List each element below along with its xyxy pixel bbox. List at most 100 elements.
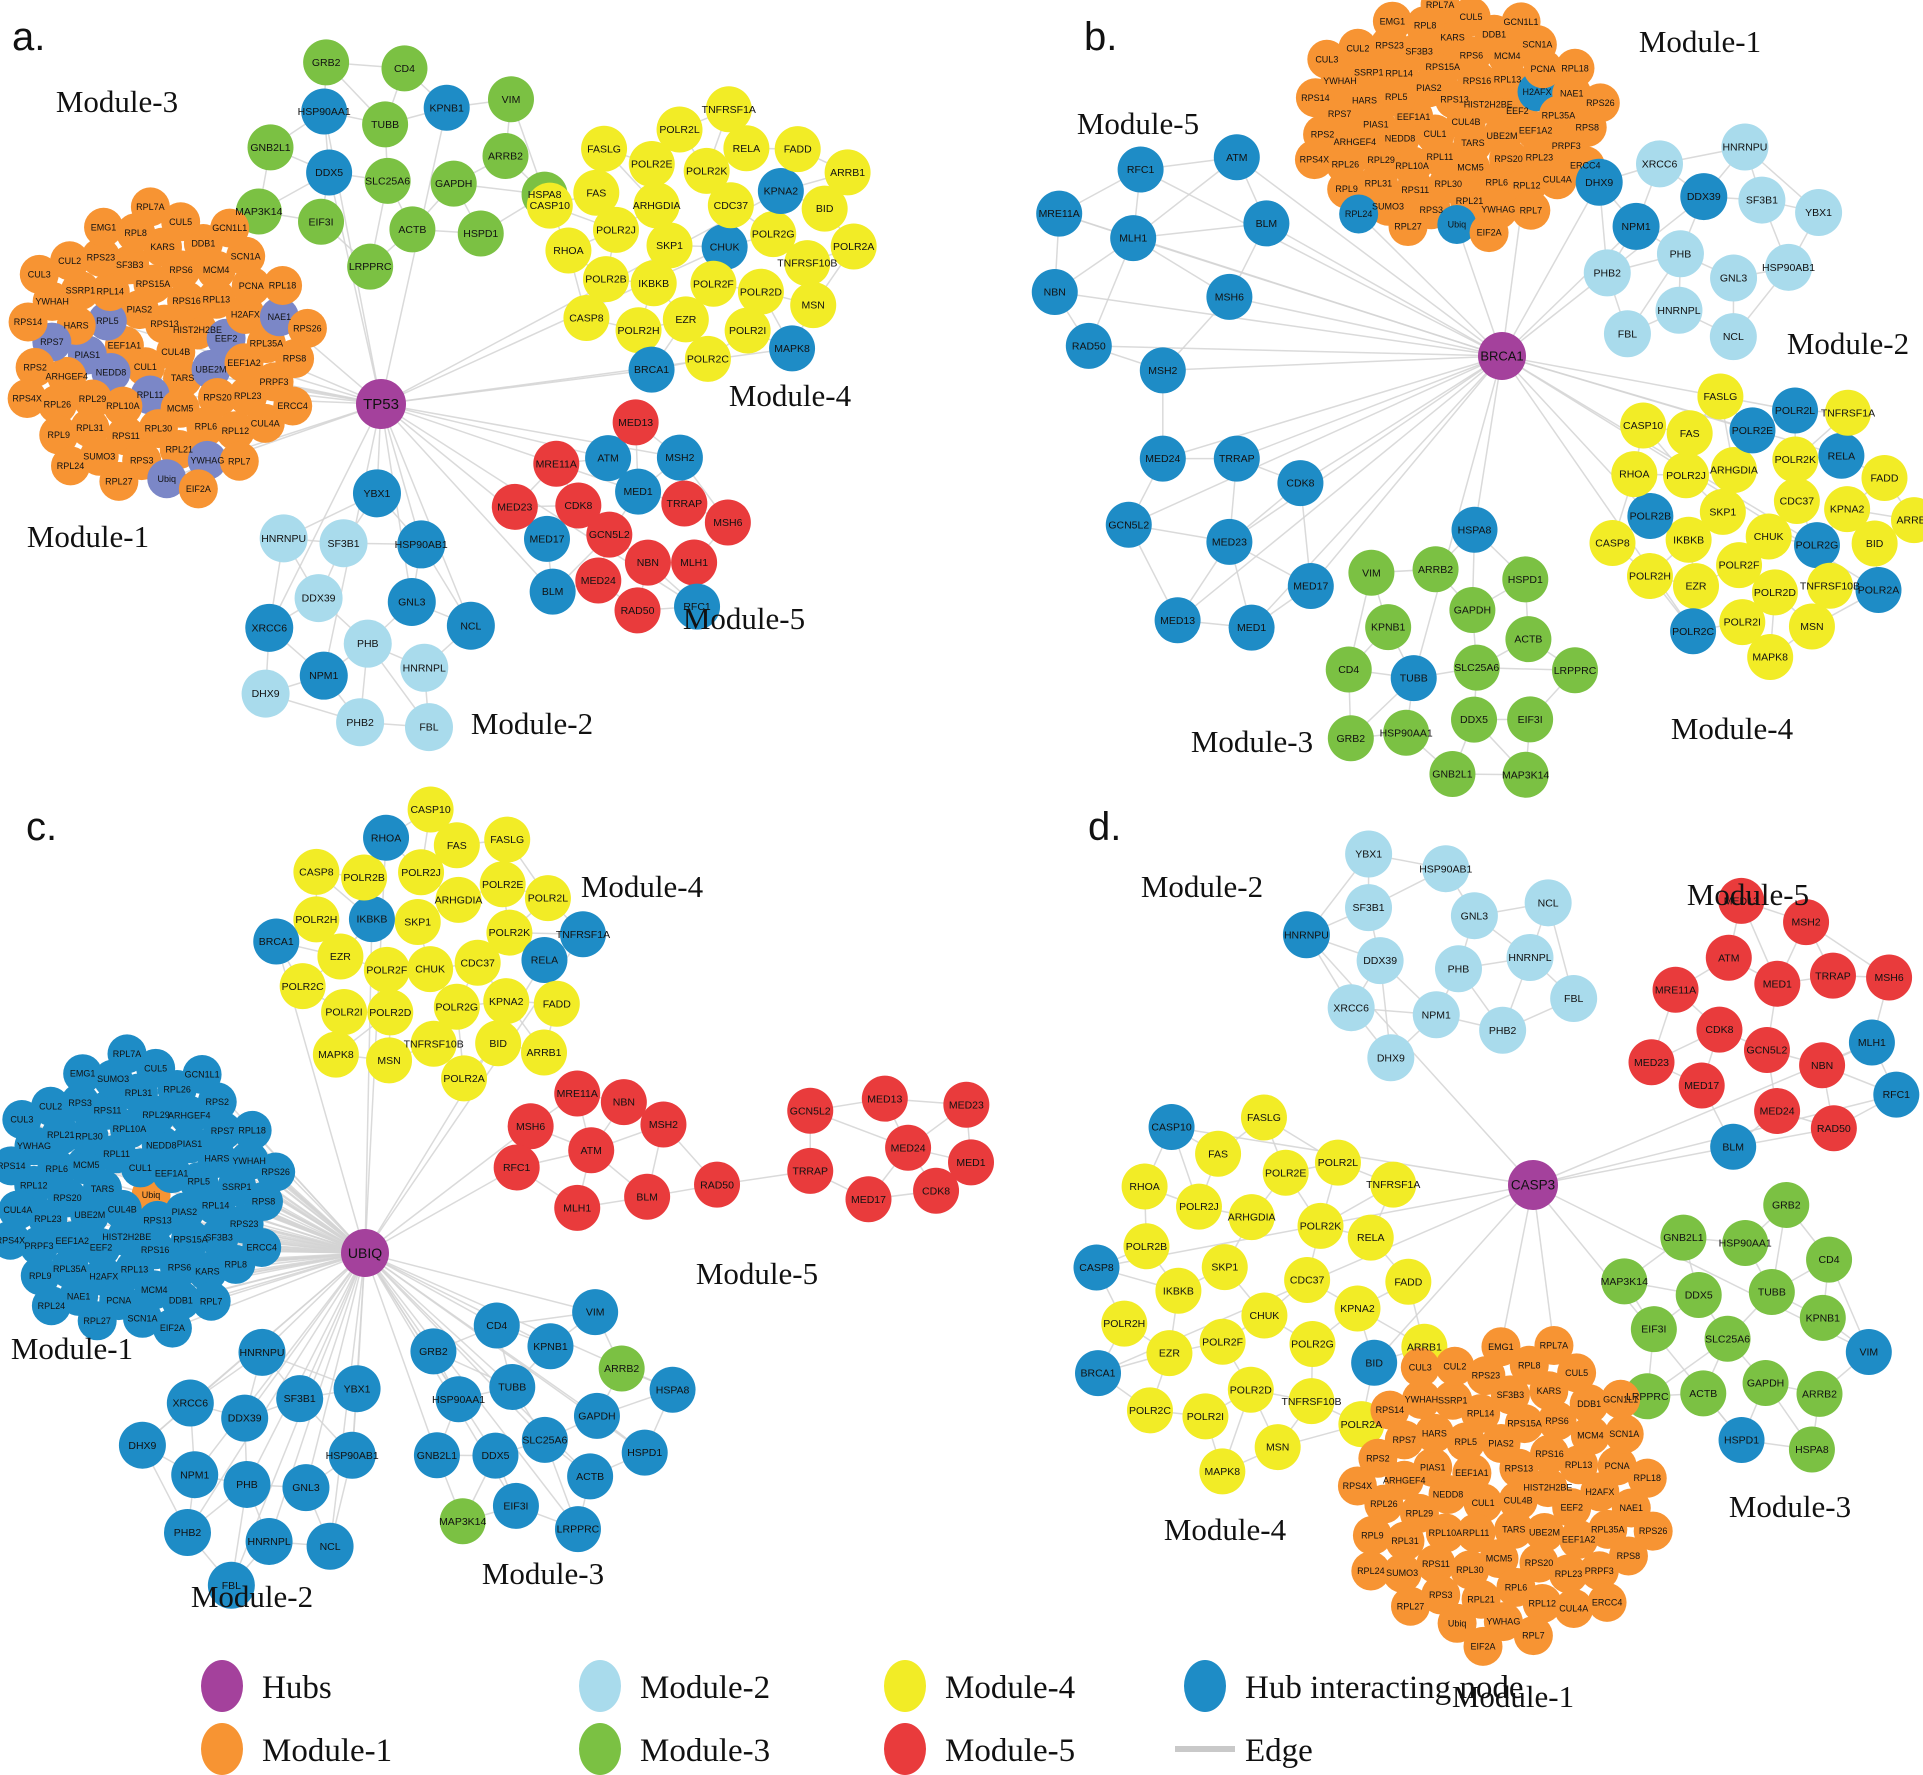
module-label-Module-2: Module-2 (1787, 326, 1909, 361)
gene-node-GCN1L1 (1601, 1379, 1641, 1419)
gene-node-LRPPRC (347, 243, 394, 290)
gene-node-ATM (1705, 934, 1752, 981)
gene-node-MSN (1788, 603, 1835, 650)
gene-node-HSPA8 (1451, 506, 1498, 553)
gene-node-FBL (404, 703, 453, 752)
module-label-Module-3: Module-3 (482, 1556, 604, 1591)
module-label-Module-2: Module-2 (471, 706, 593, 741)
gene-node-RPL12 (215, 411, 255, 451)
gene-node-SLC25A6 (1704, 1315, 1751, 1362)
gene-node-FAS (1195, 1130, 1242, 1177)
gene-node-RPL27 (1388, 207, 1428, 247)
gene-node-CUL3 (1400, 1347, 1440, 1387)
gene-node-MLH1 (671, 539, 718, 586)
gene-node-CDK8 (1277, 460, 1324, 507)
gene-node-CASP8 (563, 294, 610, 341)
gene-node-HSP90AB1 (1765, 243, 1813, 291)
gene-node-RPS26 (1580, 83, 1620, 123)
gene-node-MSN (1254, 1424, 1301, 1471)
gene-node-XRCC6 (166, 1379, 214, 1427)
gene-node-MSH6 (1206, 273, 1253, 320)
gene-node-ACTB (389, 206, 436, 253)
gene-node-RPL26 (37, 384, 77, 424)
gene-node-ACTB (1680, 1370, 1727, 1417)
gene-node-MAP3K14 (439, 1498, 486, 1545)
gene-node-MCM5 (66, 1145, 106, 1185)
gene-node-RPL31 (1385, 1521, 1425, 1561)
gene-node-DDX5 (1451, 696, 1498, 743)
gene-node-PHB (223, 1460, 271, 1508)
gene-node-CUL3 (2, 1099, 42, 1139)
panel-d: d.PHBDDX39GNL3NPM1SF3B1HNRNPLXRCC6HSP90A… (1073, 805, 1920, 1714)
gene-node-BID (801, 185, 848, 232)
gene-node-ERCC4 (1587, 1582, 1627, 1622)
gene-node-CDK8 (1696, 1006, 1743, 1053)
gene-node-FAS (573, 169, 620, 216)
gene-node-SLC25A6 (364, 157, 411, 204)
module-label-Module-5: Module-5 (1687, 877, 1809, 912)
gene-node-CHUK (1745, 513, 1792, 560)
gene-node-CUL5 (161, 202, 201, 242)
gene-node-RPS4X (1337, 1466, 1377, 1506)
gene-node-GNB2L1 (247, 124, 294, 171)
gene-node-BRCA1 (253, 918, 300, 965)
gene-node-MED24 (885, 1124, 932, 1171)
gene-node-MRE11A (1036, 190, 1083, 237)
gene-node-MED17 (524, 515, 571, 562)
gene-node-PHB (1656, 230, 1704, 278)
gene-node-YWHAH (1401, 1379, 1441, 1419)
panel-c: c.CHUKSKP1CDC37POLR2FARHGDIAPOLR2GIKBKBP… (0, 786, 995, 1614)
gene-node-POLR2F (1199, 1318, 1246, 1365)
gene-node-PRPF3 (1579, 1551, 1619, 1591)
gene-node-HSPD1 (621, 1429, 668, 1476)
gene-node-KPNB1 (1365, 604, 1412, 651)
gene-node-EZR (317, 933, 364, 980)
gene-node-RPL27 (77, 1301, 117, 1341)
gene-node-CUL4B (1498, 1481, 1538, 1521)
gene-node-FAS (433, 822, 480, 869)
gene-node-RHOA (1121, 1163, 1168, 1210)
gene-node-HSPD1 (1718, 1417, 1765, 1464)
legend-label: Hubs (262, 1670, 332, 1706)
gene-node-RPS26 (1633, 1511, 1673, 1551)
gene-node-CUL5 (1451, 0, 1491, 37)
gene-node-CD4 (1806, 1236, 1853, 1283)
gene-node-GAPDH (430, 160, 477, 207)
gene-node-CDC37 (1773, 478, 1820, 525)
gene-node-EIF3I (298, 198, 345, 245)
gene-node-POLR2L (524, 875, 571, 922)
gene-node-CASP8 (1073, 1244, 1120, 1291)
gene-node-RPL5 (87, 301, 127, 341)
gene-node-POLR2D (1227, 1366, 1274, 1413)
gene-node-MED23 (1206, 518, 1253, 565)
gene-node-RPL11 (1456, 1513, 1496, 1553)
gene-node-POLR2K (486, 909, 533, 956)
gene-node-SLC25A6 (1453, 644, 1500, 691)
gene-node-KPNA2 (1334, 1285, 1381, 1332)
gene-node-POLR2H (1101, 1300, 1148, 1347)
gene-node-MAPK8 (769, 325, 816, 372)
gene-node-POLR2J (592, 206, 639, 253)
gene-node-RPL10A (103, 386, 143, 426)
gene-node-RPL30 (1450, 1550, 1490, 1590)
gene-node-BLM (624, 1173, 671, 1220)
gene-node-DHX9 (1367, 1034, 1415, 1082)
gene-node-DDX39 (221, 1394, 269, 1442)
gene-node-RPL7 (219, 441, 259, 481)
gene-node-RPS8 (1608, 1536, 1648, 1576)
gene-node-HSP90AB1 (328, 1431, 376, 1479)
gene-node-BRCA1 (628, 346, 675, 393)
gene-node-TNFRSF1A (705, 86, 752, 133)
nodes-layer (1031, 0, 1923, 798)
gene-node-ARHGDIA (1710, 446, 1757, 493)
gene-node-RPL24 (31, 1286, 71, 1326)
gene-node-TUBB (1390, 655, 1437, 702)
gene-node-MAPK8 (1199, 1448, 1246, 1495)
gene-node-IKBKB (630, 260, 677, 307)
gene-node-RPL7 (1513, 1616, 1553, 1656)
nodes-layer (1073, 830, 1920, 1666)
gene-node-MCM4 (1570, 1416, 1610, 1456)
gene-node-RPS14 (0, 1146, 31, 1186)
nodes-layer (7, 39, 877, 752)
gene-node-HSPD1 (1502, 556, 1549, 603)
